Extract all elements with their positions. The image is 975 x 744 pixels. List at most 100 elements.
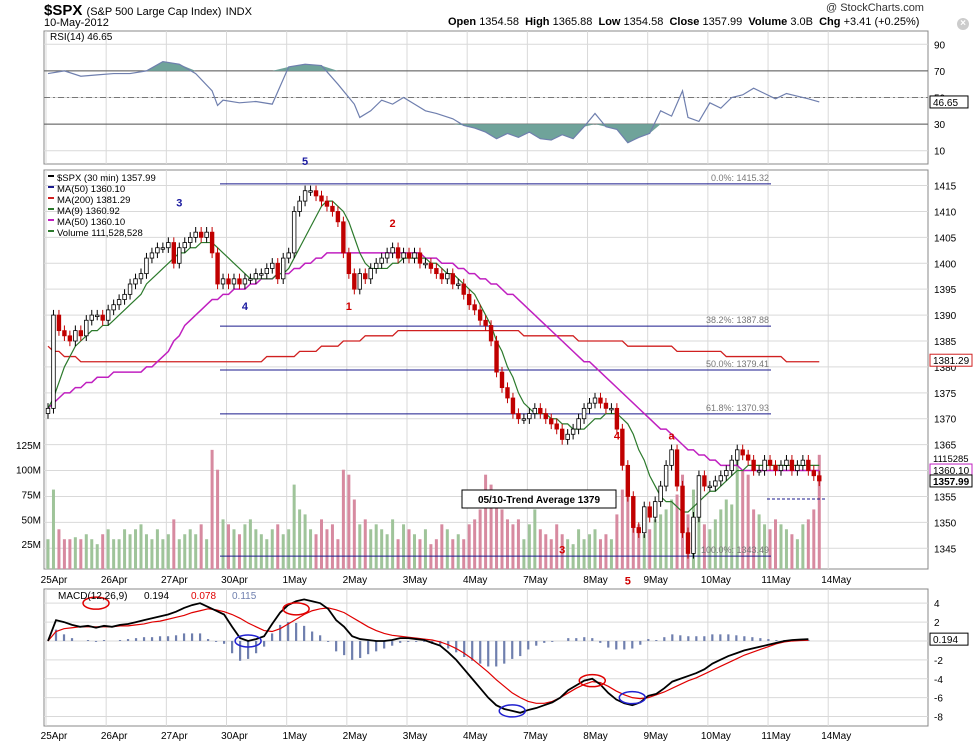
candle-body	[806, 459, 811, 471]
price-legend-swatch	[48, 230, 54, 232]
volume-bar	[248, 519, 252, 569]
price-candle	[166, 237, 171, 253]
volume-bar	[604, 534, 608, 569]
candle-body	[674, 449, 680, 487]
volume-bar	[708, 529, 712, 569]
x-tick-label-lower: 8May	[583, 731, 607, 742]
price-candle	[614, 403, 620, 435]
candle-body	[313, 190, 319, 197]
price-candle	[155, 242, 160, 259]
volume-bar	[358, 524, 362, 569]
candle-body	[505, 387, 510, 399]
candle-body	[488, 325, 494, 342]
price-candle	[220, 273, 226, 290]
volume-bar	[741, 469, 745, 569]
price-candle	[811, 465, 816, 481]
candle-body	[275, 262, 280, 280]
price-candle	[581, 403, 587, 424]
candle-body	[707, 485, 713, 488]
volume-bar	[527, 524, 531, 569]
x-tick-label-lower: 11May	[761, 731, 790, 742]
close-label: Close	[669, 16, 700, 28]
volume-bar	[495, 494, 499, 569]
candle-body	[778, 464, 784, 471]
price-candle	[226, 273, 231, 290]
volume-bar	[544, 534, 548, 569]
price-candle	[116, 294, 122, 310]
candle-body	[570, 428, 576, 435]
candle-body	[773, 464, 778, 471]
x-tick-label-lower: 9May	[643, 731, 667, 742]
price-candle	[773, 460, 778, 476]
price-legend-swatch	[48, 219, 54, 221]
candle-body	[592, 397, 598, 404]
price-candle	[559, 423, 565, 445]
candle-body	[477, 309, 483, 321]
candle-body	[620, 428, 625, 466]
price-candle	[778, 460, 784, 476]
candle-body	[718, 475, 724, 482]
candle-body	[149, 252, 155, 259]
candle-body	[543, 413, 548, 420]
price-candle	[439, 268, 445, 284]
macd-legend: MACD(12,26,9) 0.194 0.078 0.115	[58, 591, 257, 602]
price-candle	[286, 247, 291, 264]
candle-body	[647, 506, 652, 518]
candle-body	[461, 283, 466, 295]
candle-body	[740, 449, 745, 456]
price-candle	[477, 304, 483, 326]
price-candle	[499, 366, 505, 393]
volume-bar	[478, 509, 482, 569]
price-candle	[100, 309, 105, 326]
x-tick-label-upper: 3May	[403, 575, 427, 586]
price-candle	[488, 320, 494, 347]
volume-bar	[423, 529, 427, 569]
volume-bar	[752, 509, 756, 569]
close-icon[interactable]: ×	[957, 18, 969, 30]
candle-body	[811, 470, 816, 477]
price-candle	[231, 273, 237, 290]
candle-body	[308, 190, 313, 193]
volume-label: Volume	[748, 16, 788, 28]
price-candle	[516, 408, 521, 424]
volume-bar	[155, 529, 159, 569]
price-candle	[795, 460, 800, 476]
price-candle	[335, 206, 341, 227]
candle-body	[253, 273, 259, 280]
candle-body	[800, 459, 806, 466]
price-candle	[308, 185, 313, 196]
price-candle	[215, 247, 220, 290]
x-tick-label-lower: 14May	[821, 731, 851, 742]
volume-bar	[407, 529, 411, 569]
x-tick-label-lower: 26Apr	[101, 731, 128, 742]
volume-bar	[593, 529, 597, 569]
volume-bar	[139, 524, 143, 569]
candle-body	[576, 418, 581, 430]
volume-bar	[391, 519, 395, 569]
price-tick-label: 1395	[934, 285, 957, 296]
price-candle	[674, 444, 680, 492]
candle-body	[324, 200, 330, 207]
fib-level-label: 61.8%: 1370.93	[706, 403, 769, 413]
volume-bar	[795, 539, 799, 569]
close-value-box	[929, 474, 973, 488]
price-candle	[412, 247, 417, 264]
price-candle	[472, 299, 477, 316]
trend-annotation-label: 05/10-Trend Average 1379	[478, 495, 601, 506]
wave-label: 5	[625, 576, 631, 588]
low-label: Low	[598, 16, 621, 28]
volume-bar	[90, 539, 94, 569]
price-candle	[248, 273, 253, 284]
candle-body	[445, 273, 450, 280]
volume-bar	[412, 534, 416, 569]
volume-bar	[330, 524, 334, 569]
price-candle	[209, 227, 215, 259]
volume-bar	[730, 504, 734, 569]
price-candle	[363, 268, 368, 284]
volume-bar	[194, 534, 198, 569]
price-candle	[144, 252, 149, 279]
volume-bar	[697, 509, 701, 569]
price-candle	[554, 418, 559, 435]
price-candle	[642, 501, 647, 538]
candle-body	[95, 314, 100, 317]
